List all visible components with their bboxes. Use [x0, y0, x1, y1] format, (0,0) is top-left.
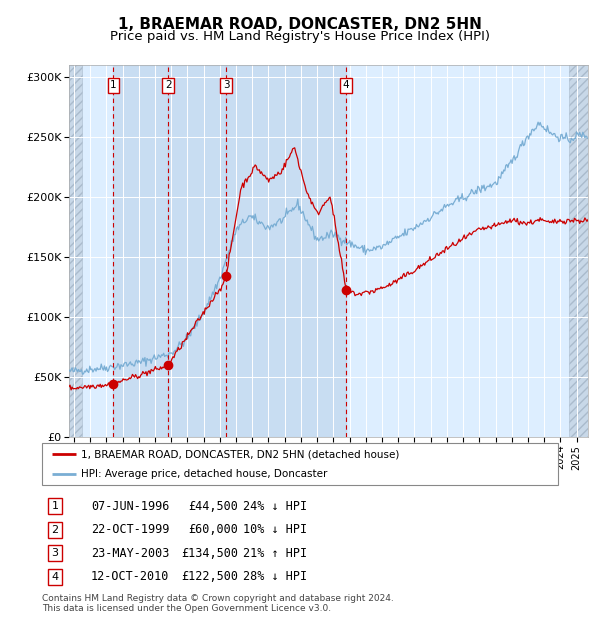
Text: £122,500: £122,500: [181, 570, 238, 583]
Bar: [569, 65, 588, 437]
Text: 1, BRAEMAR ROAD, DONCASTER, DN2 5HN: 1, BRAEMAR ROAD, DONCASTER, DN2 5HN: [118, 17, 482, 32]
Text: HPI: Average price, detached house, Doncaster: HPI: Average price, detached house, Donc…: [80, 469, 327, 479]
Text: 07-JUN-1996: 07-JUN-1996: [91, 500, 169, 513]
Bar: [113, 65, 168, 437]
Bar: [69, 65, 82, 437]
Text: 2: 2: [165, 81, 172, 91]
Text: 4: 4: [52, 572, 58, 582]
Text: 3: 3: [223, 81, 229, 91]
Text: £60,000: £60,000: [188, 523, 238, 536]
Text: £44,500: £44,500: [188, 500, 238, 513]
Text: 3: 3: [52, 548, 58, 558]
Bar: [168, 65, 226, 437]
Text: 12-OCT-2010: 12-OCT-2010: [91, 570, 169, 583]
Text: 1, BRAEMAR ROAD, DONCASTER, DN2 5HN (detached house): 1, BRAEMAR ROAD, DONCASTER, DN2 5HN (det…: [80, 450, 399, 459]
Text: Price paid vs. HM Land Registry's House Price Index (HPI): Price paid vs. HM Land Registry's House …: [110, 30, 490, 43]
Text: 28% ↓ HPI: 28% ↓ HPI: [243, 570, 307, 583]
Bar: [226, 65, 346, 437]
Text: 22-OCT-1999: 22-OCT-1999: [91, 523, 169, 536]
Text: 4: 4: [343, 81, 349, 91]
Text: 23-MAY-2003: 23-MAY-2003: [91, 547, 169, 560]
Text: 21% ↑ HPI: 21% ↑ HPI: [243, 547, 307, 560]
FancyBboxPatch shape: [42, 443, 558, 485]
Text: Contains HM Land Registry data © Crown copyright and database right 2024.
This d: Contains HM Land Registry data © Crown c…: [42, 594, 394, 613]
Text: 24% ↓ HPI: 24% ↓ HPI: [243, 500, 307, 513]
Text: 2: 2: [52, 525, 58, 534]
Text: 10% ↓ HPI: 10% ↓ HPI: [243, 523, 307, 536]
Text: 1: 1: [110, 81, 117, 91]
Text: £134,500: £134,500: [181, 547, 238, 560]
Text: 1: 1: [52, 501, 58, 511]
